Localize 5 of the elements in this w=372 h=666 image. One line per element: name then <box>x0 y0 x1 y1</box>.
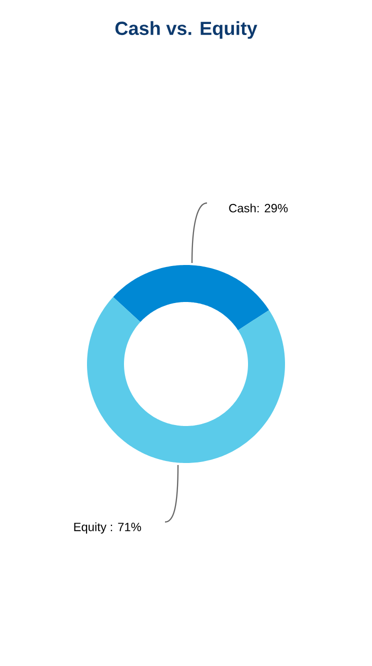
data-label: : 29% <box>258 204 288 212</box>
data-label: : 71% <box>110 522 142 532</box>
slice-label: Equity <box>74 522 106 534</box>
chart-title: Cash vs. Equity <box>115 21 258 39</box>
slice-label: Cash <box>229 204 256 212</box>
